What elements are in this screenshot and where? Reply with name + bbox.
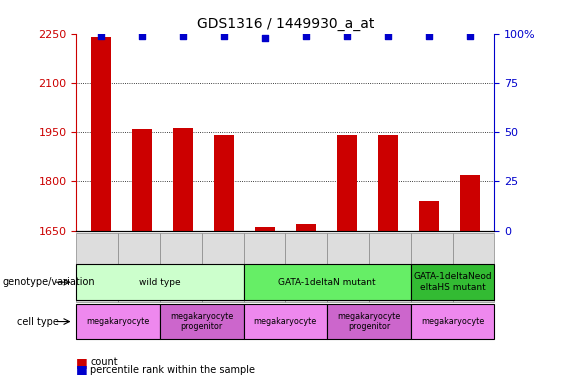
- Text: wild type: wild type: [139, 278, 181, 286]
- Text: cell type: cell type: [17, 316, 59, 327]
- Text: megakaryocyte: megakaryocyte: [254, 317, 317, 326]
- Text: ■: ■: [76, 356, 88, 369]
- Point: [301, 33, 310, 39]
- Point: [342, 33, 351, 39]
- Point: [383, 33, 392, 39]
- Bar: [295, 224, 316, 231]
- Point: [179, 33, 188, 39]
- Bar: [255, 227, 275, 231]
- Point: [260, 35, 270, 41]
- Text: GATA-1deltaNeod
eltaHS mutant: GATA-1deltaNeod eltaHS mutant: [413, 273, 492, 292]
- Title: GDS1316 / 1449930_a_at: GDS1316 / 1449930_a_at: [197, 17, 374, 32]
- Point: [97, 33, 106, 39]
- Text: count: count: [90, 357, 118, 367]
- Point: [219, 33, 228, 39]
- Bar: [419, 201, 439, 231]
- Bar: [90, 37, 111, 231]
- Text: ■: ■: [76, 363, 88, 375]
- Bar: [132, 129, 152, 231]
- Text: megakaryocyte
progenitor: megakaryocyte progenitor: [170, 312, 233, 331]
- Bar: [377, 135, 398, 231]
- Text: genotype/variation: genotype/variation: [3, 277, 95, 287]
- Point: [465, 33, 474, 39]
- Bar: [459, 175, 480, 231]
- Point: [424, 33, 433, 39]
- Text: megakaryocyte: megakaryocyte: [86, 317, 150, 326]
- Bar: [172, 128, 193, 231]
- Text: megakaryocyte
progenitor: megakaryocyte progenitor: [337, 312, 401, 331]
- Text: GATA-1deltaN mutant: GATA-1deltaN mutant: [279, 278, 376, 286]
- Point: [137, 33, 146, 39]
- Bar: [214, 135, 234, 231]
- Bar: [337, 135, 357, 231]
- Text: percentile rank within the sample: percentile rank within the sample: [90, 365, 255, 375]
- Text: megakaryocyte: megakaryocyte: [421, 317, 484, 326]
